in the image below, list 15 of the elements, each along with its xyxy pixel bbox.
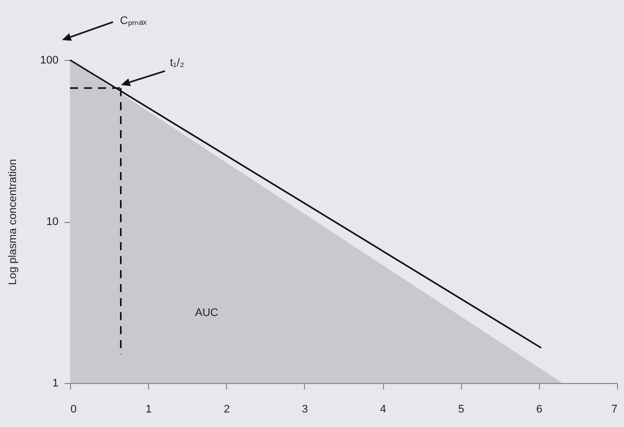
annotation: t₁/₂: [170, 57, 184, 69]
y-axis-title: Log plasma concentration: [7, 159, 20, 285]
x-tick-label: 5: [458, 404, 464, 416]
x-tick-label: 7: [611, 404, 618, 416]
x-tick-label: 0: [70, 404, 77, 416]
x-tick-label: 3: [302, 404, 308, 416]
x-tick-label: 2: [224, 404, 230, 416]
y-tick-label: 10: [46, 216, 58, 228]
x-tick-label: 4: [380, 404, 386, 416]
text: Cₚₘₐₓ: [120, 15, 148, 27]
y-tick-label: 100: [40, 54, 58, 66]
y-tick-label: 1: [52, 378, 58, 390]
x-tick-label: 1: [146, 404, 152, 416]
x-tick-label: 6: [536, 404, 542, 416]
annotation: AUC: [195, 307, 218, 319]
